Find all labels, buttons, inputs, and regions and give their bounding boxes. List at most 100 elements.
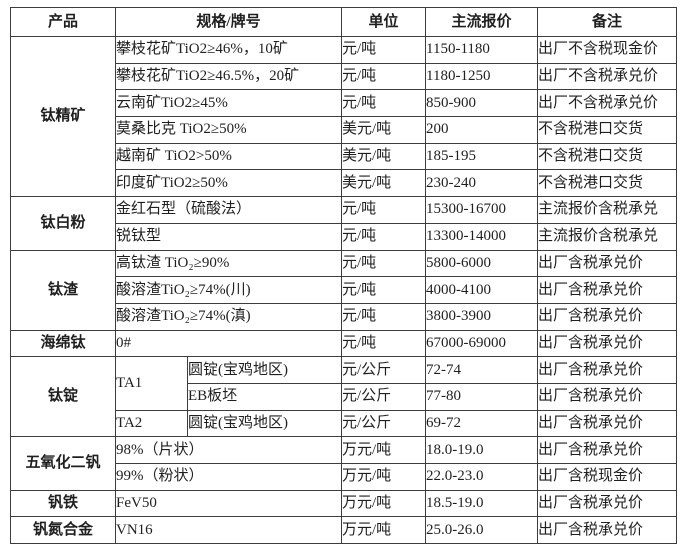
table-row: TA2 圆锭(宝鸡地区) 元/公斤 69-72 出厂含税承兑价	[11, 409, 678, 438]
note-cell: 出厂含税承兑价	[537, 436, 678, 464]
price-cell: 67000-69000	[425, 329, 539, 358]
note-cell: 不含税港口交货	[537, 169, 678, 198]
unit-cell: 万元/吨	[341, 489, 427, 518]
spec-cell: VN16	[114, 516, 343, 545]
product-cell: 钒氮合金	[10, 516, 116, 545]
price-cell: 72-74	[425, 356, 539, 384]
note-cell: 出厂含税承兑价	[537, 356, 678, 384]
product-cell: 钛精矿	[10, 35, 116, 198]
header-row: 产品 规格/牌号 单位 主流报价 备注	[10, 7, 678, 37]
spec-cell: 酸溶渣TiO₂≥74%(滇)	[114, 302, 343, 331]
table-row: 钛白粉 金红石型（硫酸法） 元/吨 15300-16700 主流报价含税承兑	[10, 196, 678, 251]
table-row: 锐钛型 元/吨 13300-14000 主流报价含税承兑	[11, 222, 678, 251]
col-header-product: 产品	[10, 7, 116, 37]
unit-cell: 元/吨	[341, 329, 427, 358]
unit-cell: 万元/吨	[341, 436, 427, 464]
spec-cell: 金红石型（硫酸法）	[114, 196, 343, 224]
spec-cell: 攀枝花矿TiO2≥46%，10矿	[114, 36, 343, 64]
unit-cell: 元/吨	[341, 302, 427, 331]
spec-cell: 酸溶渣TiO₂≥74%(川)	[114, 276, 343, 304]
unit-cell: 美元/吨	[341, 169, 427, 198]
price-cell: 850-900	[425, 89, 539, 118]
note-cell: 出厂不含税承兑价	[537, 89, 678, 118]
spec-cell: 云南矿TiO2≥45%	[114, 89, 343, 118]
spec-cell: 99%（粉状）	[114, 463, 343, 491]
price-cell: 22.0-23.0	[425, 463, 539, 491]
col-header-note: 备注	[537, 7, 678, 37]
note-cell: 出厂含税承兑价	[537, 489, 678, 518]
note-cell: 出厂含税承兑价	[537, 409, 678, 438]
note-cell: 主流报价含税承兑	[537, 222, 678, 251]
note-cell: 出厂含税现金价	[537, 463, 678, 491]
unit-cell: 元/吨	[341, 222, 427, 251]
price-cell: 5800-6000	[425, 249, 539, 278]
product-cell: 钛渣	[10, 249, 116, 331]
unit-cell: 元/公斤	[341, 382, 427, 411]
unit-cell: 元/公斤	[341, 409, 427, 438]
unit-cell: 元/吨	[341, 249, 427, 278]
table-row: 酸溶渣TiO₂≥74%(川) 元/吨 4000-4100 出厂含税承兑价	[11, 276, 678, 304]
price-cell: 77-80	[425, 382, 539, 411]
note-cell: 出厂含税承兑价	[537, 382, 678, 411]
table-row: 云南矿TiO2≥45% 元/吨 850-900 出厂不含税承兑价	[11, 89, 678, 118]
spec-cell: 莫桑比克 TiO2≥50%	[114, 116, 343, 144]
unit-cell: 元/吨	[341, 89, 427, 118]
table-row: 五氧化二钒 98%（片状） 万元/吨 18.0-19.0 出厂含税承兑价	[10, 436, 678, 491]
price-cell: 185-195	[425, 142, 539, 171]
spec-cell: 锐钛型	[114, 222, 343, 251]
price-cell: 18.5-19.0	[425, 489, 539, 518]
product-cell: 海绵钛	[10, 329, 116, 358]
table-row: 钛精矿 攀枝花矿TiO2≥46%，10矿 元/吨 1150-1180 出厂不含税…	[10, 35, 678, 198]
unit-cell: 元/公斤	[341, 356, 427, 384]
note-cell: 不含税港口交货	[537, 142, 678, 171]
unit-cell: 万元/吨	[341, 463, 427, 491]
product-cell: 钛白粉	[10, 196, 116, 251]
note-cell: 出厂含税承兑价	[537, 249, 678, 278]
col-header-unit: 单位	[341, 7, 427, 37]
spec-cell: 圆锭(宝鸡地区)	[186, 409, 343, 438]
unit-cell: 元/吨	[341, 276, 427, 304]
table-row: 海绵钛 0# 元/吨 67000-69000 出厂含税承兑价	[10, 329, 678, 358]
price-cell: 25.0-26.0	[425, 516, 539, 545]
price-cell: 15300-16700	[425, 196, 539, 224]
price-cell: 200	[425, 116, 539, 144]
table-row: 攀枝花矿TiO2≥46.5%，20矿 元/吨 1180-1250 出厂不含税承兑…	[11, 62, 678, 91]
grade-cell: TA2	[115, 409, 188, 438]
note-cell: 出厂含税承兑价	[537, 329, 678, 358]
price-cell: 1180-1250	[425, 62, 539, 91]
unit-cell: 美元/吨	[341, 116, 427, 144]
unit-cell: 美元/吨	[341, 142, 427, 171]
spec-cell: FeV50	[114, 489, 343, 518]
note-cell: 出厂含税承兑价	[537, 516, 678, 545]
product-cell: 钛锭	[10, 356, 116, 438]
note-cell: 出厂含税承兑价	[537, 276, 678, 304]
unit-cell: 万元/吨	[341, 516, 427, 545]
spec-cell: 圆锭(宝鸡地区)	[186, 356, 343, 384]
note-cell: 出厂不含税承兑价	[537, 62, 678, 91]
price-table: 产品 规格/牌号 单位 主流报价 备注 钛精矿 攀枝花矿TiO2≥46%，10矿…	[10, 7, 678, 545]
table-row: 印度矿TiO2≥50% 美元/吨 230-240 不含税港口交货	[11, 169, 678, 198]
grade-cell: TA1	[115, 356, 188, 411]
unit-cell: 元/吨	[341, 62, 427, 91]
price-cell: 18.0-19.0	[425, 436, 539, 464]
table-row: 莫桑比克 TiO2≥50% 美元/吨 200 不含税港口交货	[11, 116, 678, 144]
spec-cell: 越南矿 TiO2>50%	[114, 142, 343, 171]
price-cell: 230-240	[425, 169, 539, 198]
table-row: 越南矿 TiO2>50% 美元/吨 185-195 不含税港口交货	[11, 142, 678, 171]
spec-cell: 0#	[114, 329, 343, 358]
product-cell: 五氧化二钒	[10, 436, 116, 491]
price-cell: 13300-14000	[425, 222, 539, 251]
table-row: 钒氮合金 VN16 万元/吨 25.0-26.0 出厂含税承兑价	[10, 516, 678, 545]
price-cell: 1150-1180	[425, 36, 539, 64]
product-cell: 钒铁	[10, 489, 116, 518]
note-cell: 出厂不含税现金价	[537, 36, 678, 64]
unit-cell: 元/吨	[341, 196, 427, 224]
unit-cell: 元/吨	[341, 36, 427, 64]
spec-cell: 98%（片状）	[114, 436, 343, 464]
spec-cell: 高钛渣 TiO₂≥90%	[114, 249, 343, 278]
table-row: 酸溶渣TiO₂≥74%(滇) 元/吨 3800-3900 出厂含税承兑价	[11, 302, 678, 331]
table-row: 钒铁 FeV50 万元/吨 18.5-19.0 出厂含税承兑价	[10, 489, 678, 518]
note-cell: 出厂含税承兑价	[537, 302, 678, 331]
price-cell: 69-72	[425, 409, 539, 438]
